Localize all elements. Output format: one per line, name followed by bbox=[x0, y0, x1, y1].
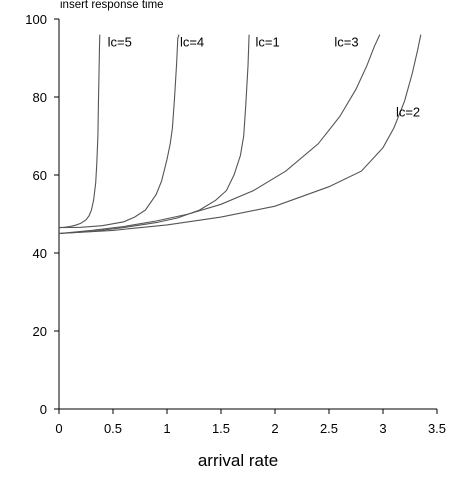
x-ticks: 0 0.5 1 1.5 2 2.5 3 3.5 bbox=[55, 409, 446, 436]
series-label-lc5: lc=5 bbox=[108, 34, 132, 49]
y-ticks: 0 20 40 60 80 100 bbox=[25, 12, 59, 417]
x-tick-label: 1.5 bbox=[212, 421, 230, 436]
series-label-lc2: lc=2 bbox=[396, 105, 420, 120]
x-tick-label: 0.5 bbox=[104, 421, 122, 436]
y-tick-label: 100 bbox=[25, 12, 47, 27]
series-line-lc5 bbox=[58, 34, 101, 229]
series-line-lc4 bbox=[58, 34, 180, 229]
series-line-lc1 bbox=[58, 34, 250, 235]
x-tick-label: 0 bbox=[55, 421, 62, 436]
y-tick-label: 60 bbox=[33, 168, 47, 183]
series-line-lc3 bbox=[58, 34, 381, 235]
y-axis-title: insert response time bbox=[60, 0, 164, 11]
x-tick-label: 2.5 bbox=[320, 421, 338, 436]
x-tick-label: 1 bbox=[163, 421, 170, 436]
y-tick-label: 80 bbox=[33, 90, 47, 105]
curves bbox=[58, 34, 422, 235]
series-label-lc4: lc=4 bbox=[180, 34, 204, 49]
axes bbox=[58, 19, 437, 410]
series-label-lc3: lc=3 bbox=[334, 34, 358, 49]
x-tick-label: 3 bbox=[379, 421, 386, 436]
series-label-lc1: lc=1 bbox=[256, 34, 280, 49]
cropped-caption-fragment bbox=[0, 472, 474, 479]
y-tick-label: 20 bbox=[33, 324, 47, 339]
x-axis-title: arrival rate bbox=[198, 451, 278, 470]
curve-labels: lc=5 lc=4 lc=1 lc=3 lc=2 bbox=[108, 34, 421, 119]
x-tick-label: 2 bbox=[271, 421, 278, 436]
y-tick-label: 40 bbox=[33, 246, 47, 261]
y-tick-label: 0 bbox=[40, 402, 47, 417]
x-tick-label: 3.5 bbox=[428, 421, 446, 436]
series-line-lc2 bbox=[58, 34, 422, 235]
